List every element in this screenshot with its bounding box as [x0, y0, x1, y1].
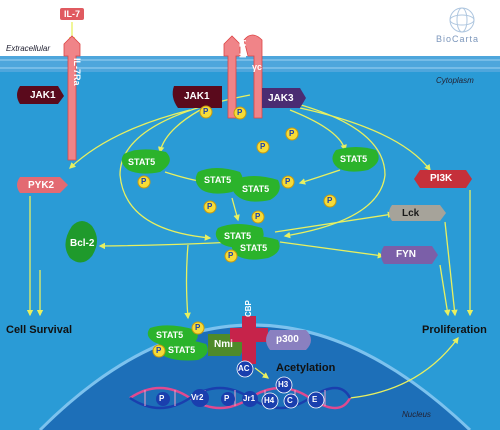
arrow-dna-to-prolif [349, 336, 459, 399]
arrow-big-loop-left [69, 109, 191, 169]
phospho-markers [137, 105, 337, 358]
lck-shape [389, 205, 446, 221]
h3-shape [275, 376, 293, 394]
h4-label: H4 [264, 396, 275, 405]
phospho-label-10: P [228, 251, 234, 260]
jr1-label: Jr1 [243, 394, 256, 403]
stat5-complex-b-label: STAT5 [240, 243, 268, 253]
phospho-label-12: P [156, 346, 162, 355]
arrow-dimer-to-complex [231, 197, 240, 222]
ac-label: AC [238, 364, 250, 373]
stat5-right-label: STAT5 [340, 154, 368, 164]
stat5-dimer-b-shape [232, 176, 280, 202]
gamma-c-receptor [243, 34, 263, 119]
proliferation-label: Proliferation [422, 324, 487, 336]
dna-p-marker-2-shape [221, 392, 235, 406]
bcl2-label: Bcl-2 [70, 238, 95, 249]
stat5-dimer-a-label: STAT5 [204, 175, 232, 185]
phospho-label-7: P [285, 177, 291, 186]
membrane-pattern [0, 59, 500, 69]
stat5-dimer-b-label: STAT5 [242, 184, 270, 194]
pyk2-shape [17, 177, 68, 193]
dna-vr2-marker-shape [191, 389, 209, 407]
region-extracellular: Extracellular [6, 44, 51, 53]
c-shape [283, 393, 299, 409]
phospho-label-11: P [195, 323, 201, 332]
bcl2-shape [65, 221, 97, 263]
stat5-left-label: STAT5 [128, 157, 156, 167]
arrow-big-loop-right [299, 107, 431, 172]
stat5-nuclear-a-label: STAT5 [156, 330, 184, 340]
jak3-label: JAK3 [268, 93, 294, 104]
arrow-to-lck [274, 211, 395, 233]
jak1-center-shape [172, 86, 222, 108]
arrow-fyn-to-prolif [439, 264, 451, 317]
phospho-label-2: P [237, 108, 243, 117]
gamma-c-label: γc [252, 62, 263, 72]
fyn-label: FYN [396, 249, 416, 260]
biocarta-logo [449, 7, 475, 33]
dna-p-marker-1-shape [156, 392, 170, 406]
il7ra-left-label: IL-7Ra [72, 58, 82, 86]
dna-p-label-2: P [224, 394, 230, 403]
arrow-loop-outer-left [119, 94, 251, 241]
stat5-nuclear-b-shape [157, 339, 208, 361]
region-cytoplasm: Cytoplasm [436, 76, 474, 85]
cell-survival-label: Cell Survival [6, 324, 73, 336]
jak3-shape [262, 88, 306, 108]
arrow-lck-to-prolif [444, 221, 458, 317]
phospho-label-8: P [327, 196, 333, 205]
arrow-complex-to-nucleus [184, 244, 191, 320]
lck-label: Lck [402, 208, 420, 219]
cbp-shape [230, 316, 268, 364]
jak1-left-label: JAK1 [30, 90, 56, 101]
e-shape [307, 391, 325, 409]
acetylation-label: Acetylation [276, 362, 336, 374]
stat5-left-shape [121, 149, 170, 174]
il7ra-left-receptor [63, 35, 81, 161]
cbp-label: CBP [244, 300, 253, 317]
pyk2-label: PYK2 [28, 180, 55, 191]
pi3k-label: PI3K [430, 173, 453, 184]
jak1-center-label: JAK1 [184, 91, 210, 102]
vr2-label: Vr2 [191, 393, 204, 402]
brand-label: BioCarta [436, 34, 480, 44]
stat5-complex-b-shape [231, 236, 280, 260]
arrow-jak-to-stat5-right [289, 109, 347, 152]
h3-label: H3 [278, 380, 289, 389]
il7ra-right-label: IL-7Ra [238, 30, 248, 58]
il7ra-right-receptor [223, 35, 241, 119]
ac-shape [236, 360, 254, 378]
phospho-label-5: P [141, 177, 147, 186]
c-label: C [287, 396, 293, 405]
phospho-label-4: P [260, 142, 266, 151]
dna-jr1-marker-shape [242, 391, 258, 407]
arrow-jak-to-stat5-left [157, 109, 201, 154]
arrow-acetylation [254, 367, 270, 379]
dna-p-label-1: P [159, 394, 165, 403]
il7-ligand-top: IL-7 [60, 8, 85, 20]
jak1-left-shape [17, 86, 64, 104]
e-label: E [312, 395, 318, 404]
region-nucleus: Nucleus [402, 410, 431, 419]
arrow-to-fyn [279, 241, 385, 259]
stat5-dimer-a-shape [195, 168, 243, 194]
stat5-nuclear-b-label: STAT5 [168, 345, 196, 355]
fyn-shape [381, 246, 438, 264]
stat5-complex-a-label: STAT5 [224, 231, 252, 241]
p300-shape [266, 330, 311, 350]
p300-label: p300 [276, 334, 299, 345]
phospho-label-1: P [203, 107, 209, 116]
phospho-label-9: P [255, 212, 261, 221]
pi3k-shape [414, 170, 472, 188]
nmi-label: Nmi [214, 339, 233, 350]
stat5-right-shape [332, 147, 379, 172]
phospho-label-6: P [207, 202, 213, 211]
arrow-stat5-dimerize-right [298, 169, 341, 185]
phospho-label-3: P [289, 129, 295, 138]
h4-shape [261, 392, 279, 410]
